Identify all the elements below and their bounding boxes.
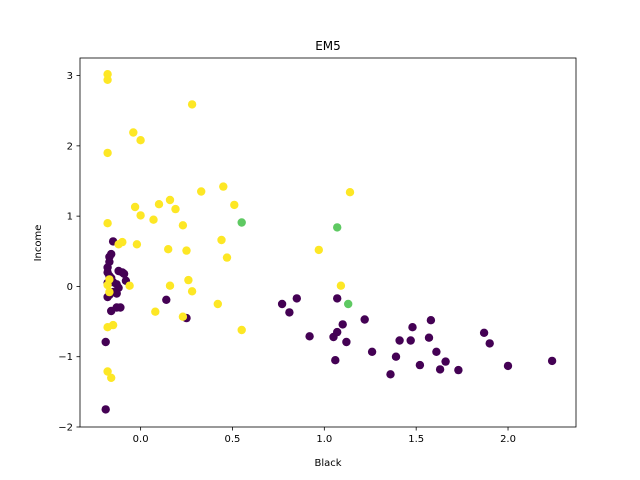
data-point: [338, 320, 347, 329]
data-point: [130, 202, 140, 212]
data-point: [219, 182, 228, 191]
plot-frame: [79, 57, 577, 428]
data-point: [331, 356, 340, 365]
data-point: [187, 287, 197, 296]
data-point: [333, 327, 342, 337]
plot-area: [79, 57, 577, 428]
data-point: [151, 307, 160, 316]
data-point: [103, 280, 112, 290]
data-point: [336, 281, 346, 290]
data-point: [118, 237, 127, 247]
data-point: [129, 128, 138, 137]
data-point: [391, 352, 401, 361]
x-tick-label: 0.0: [133, 434, 149, 445]
y-tick-label: −2: [58, 423, 73, 434]
data-point: [485, 339, 494, 348]
data-point: [184, 275, 193, 285]
y-tick-label: 1: [67, 212, 73, 223]
data-point: [154, 200, 164, 209]
data-point: [237, 218, 246, 227]
data-point: [342, 337, 351, 347]
data-point: [103, 219, 112, 228]
x-axis-label: Black: [314, 458, 341, 469]
data-point: [108, 320, 118, 330]
data-point: [178, 312, 188, 321]
data-point: [165, 195, 175, 205]
data-point: [101, 337, 110, 347]
data-point: [441, 357, 450, 366]
data-point: [386, 370, 395, 379]
data-point: [408, 323, 417, 332]
data-point: [222, 253, 232, 262]
data-point: [503, 361, 513, 371]
data-point: [178, 221, 188, 230]
data-point: [162, 295, 171, 304]
data-point: [314, 245, 323, 255]
data-point: [103, 148, 112, 158]
data-point: [285, 308, 294, 317]
data-point: [432, 347, 441, 356]
data-point: [149, 215, 158, 224]
data-point: [415, 360, 425, 370]
y-axis-label: Income: [33, 225, 44, 262]
data-point: [454, 365, 463, 375]
y-tick-label: 0: [67, 282, 73, 293]
data-point: [107, 373, 116, 382]
data-point: [547, 356, 557, 366]
y-tick-label: 2: [67, 141, 73, 152]
plot-background: [80, 58, 576, 427]
data-point: [333, 294, 342, 303]
data-point: [305, 332, 314, 341]
data-point: [132, 240, 142, 249]
data-point: [136, 211, 145, 220]
data-point: [213, 299, 222, 309]
data-point: [277, 299, 287, 309]
data-point: [237, 325, 246, 335]
data-point: [103, 367, 112, 376]
data-point: [230, 200, 239, 210]
data-point: [119, 269, 129, 278]
data-point: [426, 316, 436, 325]
x-tick-label: 1.0: [316, 434, 332, 445]
y-tick-label: −1: [58, 352, 73, 363]
chart-title: EM5: [315, 39, 341, 53]
x-tick-label: 2.0: [500, 434, 516, 445]
data-point: [112, 289, 121, 298]
x-tick-label: 1.5: [408, 434, 424, 445]
data-point: [107, 249, 116, 259]
data-point: [395, 336, 404, 345]
data-point: [344, 299, 353, 309]
data-point: [217, 235, 226, 245]
y-axis: −2 −1 0 1 2 3: [58, 71, 80, 434]
data-point: [125, 281, 134, 290]
data-point: [136, 136, 145, 145]
data-point: [406, 336, 415, 345]
data-point: [101, 405, 110, 414]
x-tick-label: 0.5: [225, 434, 241, 445]
data-point: [107, 306, 116, 316]
data-point: [333, 223, 342, 232]
data-point: [116, 303, 125, 312]
data-point: [182, 246, 191, 255]
data-point: [105, 287, 114, 297]
data-point: [292, 294, 301, 303]
x-axis: 0.0 0.5 1.0 1.5 2.0: [133, 427, 516, 445]
data-point: [103, 75, 112, 85]
data-point: [187, 100, 197, 109]
data-point: [164, 245, 173, 254]
data-point: [165, 281, 175, 290]
data-point: [360, 315, 369, 324]
data-points: [101, 70, 557, 414]
data-point: [345, 188, 355, 197]
data-point: [424, 333, 434, 342]
data-point: [479, 328, 489, 337]
data-point: [197, 187, 206, 196]
y-tick-label: 3: [67, 71, 73, 82]
data-point: [171, 204, 180, 214]
data-point: [435, 365, 445, 374]
data-point: [367, 347, 377, 356]
